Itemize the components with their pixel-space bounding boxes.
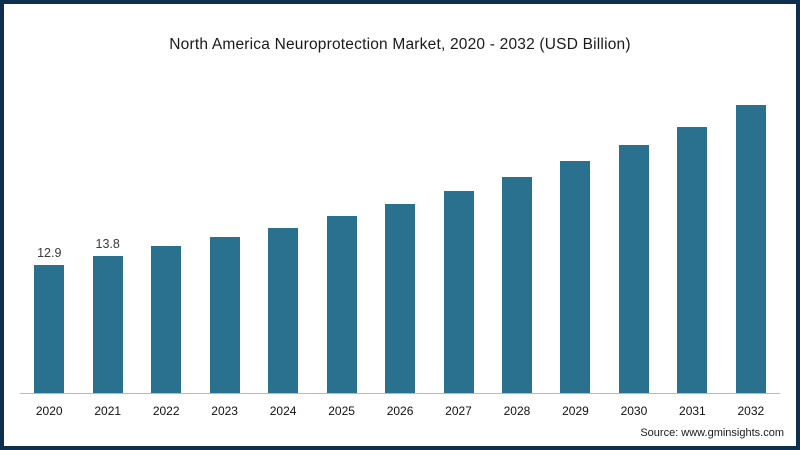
x-tick-label: 2021	[94, 404, 122, 418]
x-tick-label: 2030	[620, 404, 648, 418]
bar-column	[254, 76, 312, 393]
bar	[92, 256, 123, 393]
bar	[735, 104, 766, 393]
bar-column	[371, 76, 429, 393]
bar	[618, 145, 649, 393]
bar-value-label: 12.9	[37, 246, 62, 261]
x-tick-label: 2026	[386, 404, 414, 418]
bar	[385, 203, 416, 393]
bar-column	[722, 76, 780, 393]
bar	[560, 161, 591, 393]
plot-wrap: 12.9 13.8 2020 2021 2022 2023 2024 2025 2026 202…	[20, 76, 780, 418]
plot-area: 12.9 13.8	[20, 76, 780, 394]
chart-title: North America Neuroprotection Market, 20…	[169, 36, 631, 53]
bar	[501, 177, 532, 393]
bar	[443, 190, 474, 393]
x-tick-label: 2023	[211, 404, 238, 418]
x-tick-label: 2024	[269, 404, 297, 418]
x-tick-label: 2020	[35, 404, 63, 418]
x-tick-label: 2028	[503, 404, 531, 418]
x-tick-label: 2031	[679, 404, 706, 418]
bar-column	[312, 76, 370, 393]
source-attribution: Source: www.gminsights.com	[640, 427, 784, 439]
bar-column	[488, 76, 546, 393]
bar	[326, 215, 357, 393]
bar	[677, 126, 708, 393]
x-tick-label: 2032	[737, 404, 765, 418]
bar-column	[137, 76, 195, 393]
x-tick-label: 2029	[562, 404, 589, 418]
x-tick-label: 2025	[328, 404, 355, 418]
bar-column: 13.8	[78, 76, 136, 393]
bar-column: 12.9	[20, 76, 78, 393]
bar-value-label: 13.8	[95, 237, 120, 252]
bar	[34, 265, 65, 393]
bar-column	[546, 76, 604, 393]
bar-column	[195, 76, 253, 393]
x-tick-label: 2022	[152, 404, 180, 418]
bar	[209, 237, 240, 393]
bar-column	[429, 76, 487, 393]
x-axis: 2020 2021 2022 2023 2024 2025 2026 2027 2028 2029…	[20, 394, 780, 418]
bar-column	[605, 76, 663, 393]
x-tick-label: 2027	[445, 404, 472, 418]
bar-column	[663, 76, 721, 393]
bar	[268, 227, 299, 393]
bar	[151, 246, 182, 393]
